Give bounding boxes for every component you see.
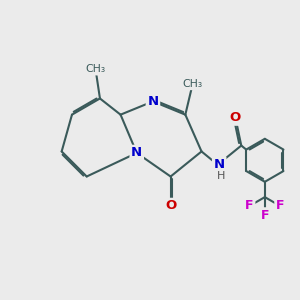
Text: CH₃: CH₃	[183, 79, 203, 89]
Text: N: N	[147, 95, 158, 108]
Text: CH₃: CH₃	[85, 64, 106, 74]
Text: F: F	[245, 200, 254, 212]
Text: O: O	[165, 200, 176, 212]
Text: N: N	[214, 158, 225, 171]
Text: F: F	[261, 209, 269, 222]
Text: O: O	[230, 111, 241, 124]
Text: F: F	[276, 200, 284, 212]
Text: H: H	[217, 171, 225, 181]
Text: N: N	[131, 146, 142, 159]
